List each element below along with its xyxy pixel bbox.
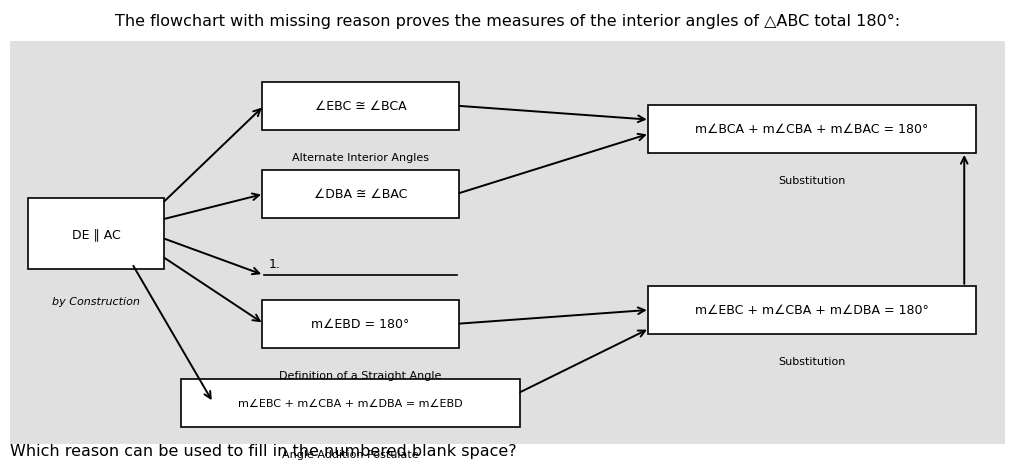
FancyBboxPatch shape: [28, 198, 164, 269]
FancyBboxPatch shape: [262, 82, 459, 131]
Text: 1.: 1.: [269, 258, 281, 271]
Text: ∠EBC ≅ ∠BCA: ∠EBC ≅ ∠BCA: [315, 100, 406, 113]
Text: Substitution: Substitution: [779, 357, 845, 367]
FancyBboxPatch shape: [262, 170, 459, 219]
FancyBboxPatch shape: [181, 379, 520, 427]
Text: Alternate Interior Angles: Alternate Interior Angles: [292, 153, 428, 163]
Text: Which reason can be used to fill in the numbered blank space?: Which reason can be used to fill in the …: [10, 444, 517, 458]
Text: m∠BCA + m∠CBA + m∠BAC = 180°: m∠BCA + m∠CBA + m∠BAC = 180°: [695, 123, 929, 136]
FancyBboxPatch shape: [648, 106, 976, 154]
FancyBboxPatch shape: [10, 42, 1005, 444]
Text: The flowchart with missing reason proves the measures of the interior angles of : The flowchart with missing reason proves…: [115, 14, 900, 29]
Text: DE ∥ AC: DE ∥ AC: [72, 227, 121, 240]
Text: Substitution: Substitution: [779, 176, 845, 186]
Text: Angle Addition Postulate: Angle Addition Postulate: [282, 449, 418, 459]
FancyBboxPatch shape: [262, 300, 459, 348]
Text: m∠EBC + m∠CBA + m∠DBA = 180°: m∠EBC + m∠CBA + m∠DBA = 180°: [695, 304, 929, 317]
Text: m∠EBC + m∠CBA + m∠DBA = m∠EBD: m∠EBC + m∠CBA + m∠DBA = m∠EBD: [238, 398, 463, 408]
Text: Definition of a Straight Angle: Definition of a Straight Angle: [279, 370, 442, 381]
FancyBboxPatch shape: [648, 286, 976, 334]
Text: m∠EBD = 180°: m∠EBD = 180°: [312, 318, 409, 331]
Text: by Construction: by Construction: [53, 296, 140, 307]
Text: ∠DBA ≅ ∠BAC: ∠DBA ≅ ∠BAC: [314, 188, 407, 201]
